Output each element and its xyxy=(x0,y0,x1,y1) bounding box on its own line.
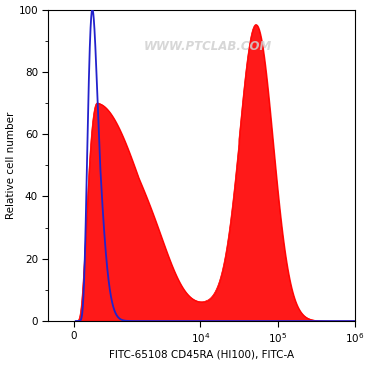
Text: WWW.PTCLAB.COM: WWW.PTCLAB.COM xyxy=(144,41,272,53)
Y-axis label: Relative cell number: Relative cell number xyxy=(6,112,16,219)
X-axis label: FITC-65108 CD45RA (HI100), FITC-A: FITC-65108 CD45RA (HI100), FITC-A xyxy=(109,349,294,360)
